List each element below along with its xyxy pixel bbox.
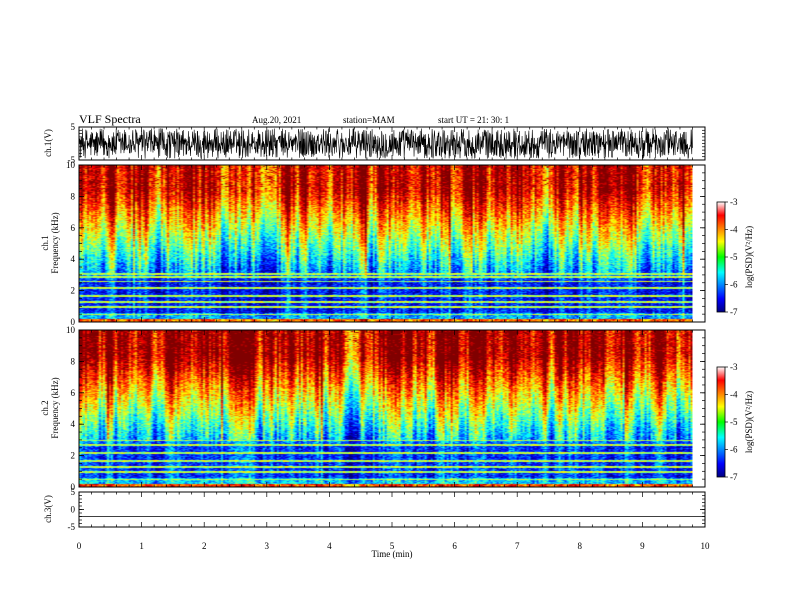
ch3-waveform-ylabel: ch.3(V) [43, 495, 53, 523]
colorbar-tick-label: -7 [730, 472, 738, 482]
y-tick-label: 0 [71, 505, 76, 515]
x-tick-label: 1 [139, 541, 144, 551]
ch2-spectrogram-ylabel-channel: ch.2 [40, 400, 50, 415]
time-axis: 0 1 2 3 4 5 6 7 8 9 10 [77, 127, 710, 551]
y-tick-label: -5 [68, 155, 76, 165]
ch1-waveform-ylabel: ch.1(V) [43, 129, 53, 157]
y-tick-label: 0 [71, 482, 76, 492]
ch1-colorbar-label: log(PSD)(V²/Hz) [744, 226, 754, 288]
y-tick-label: 10 [66, 325, 76, 335]
ch2-spectrogram-image [79, 330, 693, 487]
y-tick-label: 5 [71, 487, 76, 497]
ch1-waveform-panel: 5 -5 ch.1(V) [43, 122, 706, 165]
ch1-waveform-trace [78, 128, 693, 160]
colorbar-tick-label: -4 [730, 390, 738, 400]
y-tick-label: 8 [71, 191, 76, 201]
y-tick-label: 10 [66, 160, 76, 170]
x-tick-label: 8 [578, 541, 583, 551]
x-tick-label: 2 [202, 541, 207, 551]
ch3-waveform-panel: 5 0 -5 ch.3(V) [43, 487, 706, 532]
colorbar-tick-label: -7 [730, 307, 738, 317]
ch1-spectrogram-panel: 0 2 4 6 8 10 ch.1 Frequency (kHz) [40, 160, 706, 327]
ch1-spectrogram-image [79, 165, 693, 322]
colorbar-tick-label: -3 [730, 197, 738, 207]
y-tick-label: 8 [71, 356, 76, 366]
ch1-spectrogram-ylabel-frequency: Frequency (kHz) [50, 212, 60, 273]
x-tick-label: 0 [77, 541, 82, 551]
y-tick-label: 0 [71, 317, 76, 327]
x-tick-label: 9 [640, 541, 645, 551]
ch2-spectrogram-ylabel-frequency: Frequency (kHz) [50, 377, 60, 438]
y-tick-label: 4 [71, 254, 76, 264]
x-tick-label: 3 [265, 541, 270, 551]
x-tick-label: 5 [390, 541, 395, 551]
colorbar-tick-label: -6 [730, 445, 738, 455]
y-tick-label: -5 [68, 522, 76, 532]
x-tick-label: 6 [452, 541, 457, 551]
ch2-spectrogram-panel: 0 2 4 6 8 10 ch.2 Frequency (kHz) [40, 325, 706, 492]
header-date: Aug.20, 2021 [252, 115, 301, 125]
colorbar-tick-label: -4 [730, 225, 738, 235]
ch2-colorbar: -3 -4 -5 -6 -7 log(PSD)(V²/Hz) [716, 362, 754, 482]
y-tick-label: 5 [71, 122, 76, 132]
y-tick-label: 4 [71, 419, 76, 429]
ch2-colorbar-label: log(PSD)(V²/Hz) [744, 391, 754, 453]
colorbar-tick-label: -5 [730, 417, 738, 427]
x-tick-label: 10 [701, 541, 711, 551]
y-tick-label: 2 [71, 286, 76, 296]
ch1-colorbar: -3 -4 -5 -6 -7 log(PSD)(V²/Hz) [716, 197, 754, 317]
header-start-time: start UT = 21: 30: 1 [438, 115, 509, 125]
time-axis-label: Time (min) [372, 549, 413, 559]
colorbar-tick-label: -3 [730, 362, 738, 372]
ch1-spectrogram-ylabel-channel: ch.1 [40, 235, 50, 250]
y-tick-label: 2 [71, 451, 76, 461]
colorbar-tick-label: -6 [730, 280, 738, 290]
x-tick-label: 7 [515, 541, 520, 551]
colorbar-tick-label: -5 [730, 252, 738, 262]
header-station: station=MAM [343, 115, 395, 125]
y-tick-label: 6 [71, 388, 76, 398]
x-tick-label: 4 [327, 541, 332, 551]
figure-title: VLF Spectra [79, 112, 141, 126]
y-tick-label: 6 [71, 223, 76, 233]
